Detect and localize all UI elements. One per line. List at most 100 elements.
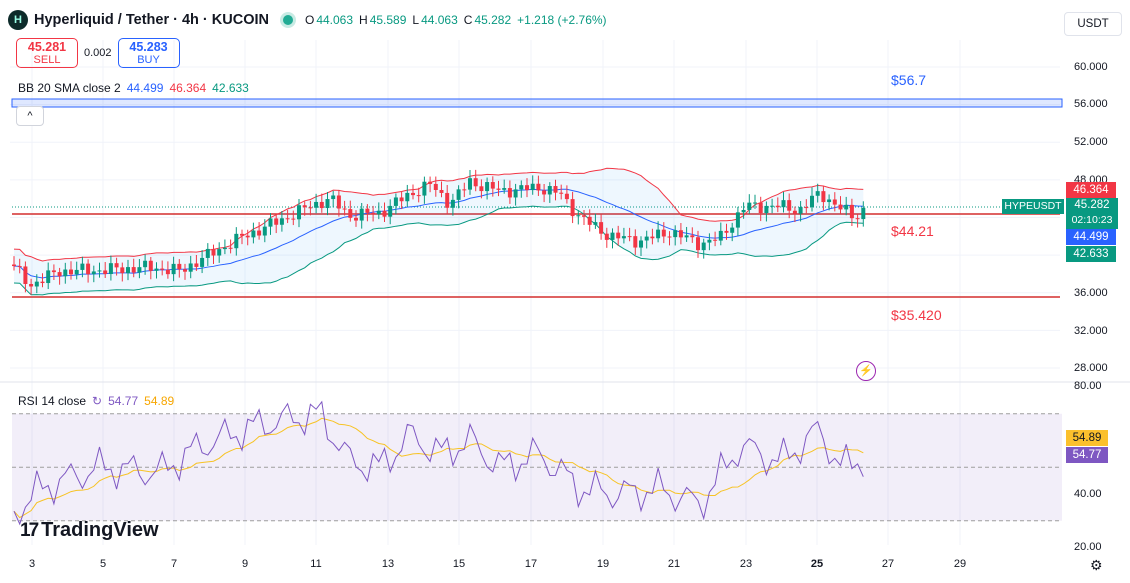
market-open-icon (282, 15, 293, 25)
candle-body (735, 212, 740, 228)
tradingview-logo-icon: 17 (20, 519, 39, 541)
candle-body (211, 248, 216, 256)
price-tick: 32.000 (1074, 325, 1108, 337)
candle-body (376, 210, 381, 215)
change-value: +1.218 (+2.76%) (517, 13, 607, 27)
symbol-price-tag: HYPEUSDT (1002, 199, 1064, 214)
candle-body (131, 267, 136, 273)
candle-body (667, 236, 672, 238)
candle-body (650, 236, 655, 239)
candle-body (661, 229, 666, 237)
candle-body (405, 192, 410, 202)
candle-body (245, 235, 250, 238)
candle-body (849, 204, 854, 219)
candle-body (393, 197, 398, 206)
candle-body (764, 205, 769, 214)
resistance-annotation[interactable]: $44.21 (891, 223, 934, 239)
collapse-legend-button[interactable]: ^ (16, 106, 44, 126)
candle-body (673, 230, 678, 238)
candle-body (462, 189, 467, 191)
symbol-title[interactable]: Hyperliquid / Tether · 4h · KUCOIN (34, 12, 269, 28)
candle-body (205, 248, 210, 258)
candle-body (485, 182, 490, 192)
candle-body (12, 264, 16, 267)
spread-value: 0.002 (84, 47, 112, 59)
candle-body (707, 239, 712, 243)
candle-body (57, 272, 62, 277)
candle-body (570, 199, 575, 217)
candle-body (724, 230, 729, 233)
candle-body (308, 207, 313, 209)
candle-body (177, 263, 182, 270)
currency-selector[interactable]: USDT (1064, 12, 1122, 36)
hyperliquid-logo-icon: H (8, 10, 28, 30)
x-tick: 11 (310, 558, 322, 570)
low-value: 44.063 (421, 13, 458, 27)
x-tick: 15 (452, 558, 466, 570)
candle-body (63, 269, 68, 277)
rsi-legend[interactable]: RSI 14 close ↻ 54.77 54.89 (18, 394, 174, 408)
candle-body (861, 207, 866, 220)
x-tick: 25 (810, 558, 824, 570)
candle-body (188, 263, 193, 272)
candle-body (428, 181, 433, 184)
candle-body (217, 249, 222, 256)
candle-body (730, 227, 735, 233)
x-tick: 21 (667, 558, 681, 570)
candle-body (382, 210, 387, 217)
candle-body (542, 190, 547, 195)
candle-body (758, 202, 763, 214)
candle-body (29, 283, 34, 287)
ohlc-values: O 44.063 H 45.589 L 44.063 C 45.282 +1.218 (… (304, 13, 607, 27)
chevron-up-icon: ^ (27, 110, 33, 122)
high-value: 45.589 (369, 13, 407, 27)
candle-body (815, 191, 820, 196)
candle-body (302, 205, 307, 208)
candle-body (525, 185, 529, 191)
x-tick: 17 (524, 558, 538, 570)
support-annotation[interactable]: $35.420 (891, 307, 942, 323)
candle-body (599, 222, 604, 234)
candle-body (154, 268, 159, 271)
candle-body (279, 218, 284, 225)
rsi-ma-value: 54.89 (144, 394, 175, 408)
candle-body (445, 192, 450, 208)
candle-body (137, 267, 142, 273)
candle-body (251, 230, 256, 238)
bb-legend[interactable]: BB 20 SMA close 2 44.499 46.364 42.633 (18, 81, 249, 95)
zone-top-annotation[interactable]: $56.7 (891, 72, 927, 88)
x-tick: 13 (381, 558, 395, 570)
rsi-ma-tag: 54.89 (1066, 430, 1108, 446)
rsi-tick: 20.00 (1074, 541, 1102, 553)
bb-fill (14, 168, 864, 295)
candle-body (633, 236, 638, 248)
lightning-icon[interactable]: ⚡ (856, 361, 876, 381)
candle-body (582, 215, 586, 217)
candle-body (388, 205, 393, 217)
candle-body (126, 267, 130, 274)
candle-body (781, 200, 786, 208)
candle-body (336, 195, 341, 209)
candle-body (114, 263, 119, 268)
rsi-value: 54.77 (108, 394, 139, 408)
candle-body (23, 266, 28, 284)
candle-body (399, 197, 404, 202)
gear-icon[interactable]: ⚙ (1090, 557, 1103, 573)
bb-lower-tag: 42.633 (1066, 246, 1116, 262)
candle-body (342, 208, 347, 210)
close-value: 45.282 (474, 13, 512, 27)
price-tick: 52.000 (1074, 136, 1108, 148)
candle-body (656, 229, 661, 239)
candle-body (547, 186, 552, 195)
sell-button[interactable]: 45.281 SELL (16, 38, 78, 68)
buy-button[interactable]: 45.283 BUY (117, 38, 180, 68)
candle-body (143, 260, 148, 268)
candle-body (97, 270, 102, 272)
candle-body (479, 186, 484, 192)
candle-body (80, 263, 85, 270)
candle-body (696, 237, 700, 251)
candle-body (46, 270, 51, 284)
candle-body (838, 204, 843, 210)
candle-body (411, 192, 415, 196)
